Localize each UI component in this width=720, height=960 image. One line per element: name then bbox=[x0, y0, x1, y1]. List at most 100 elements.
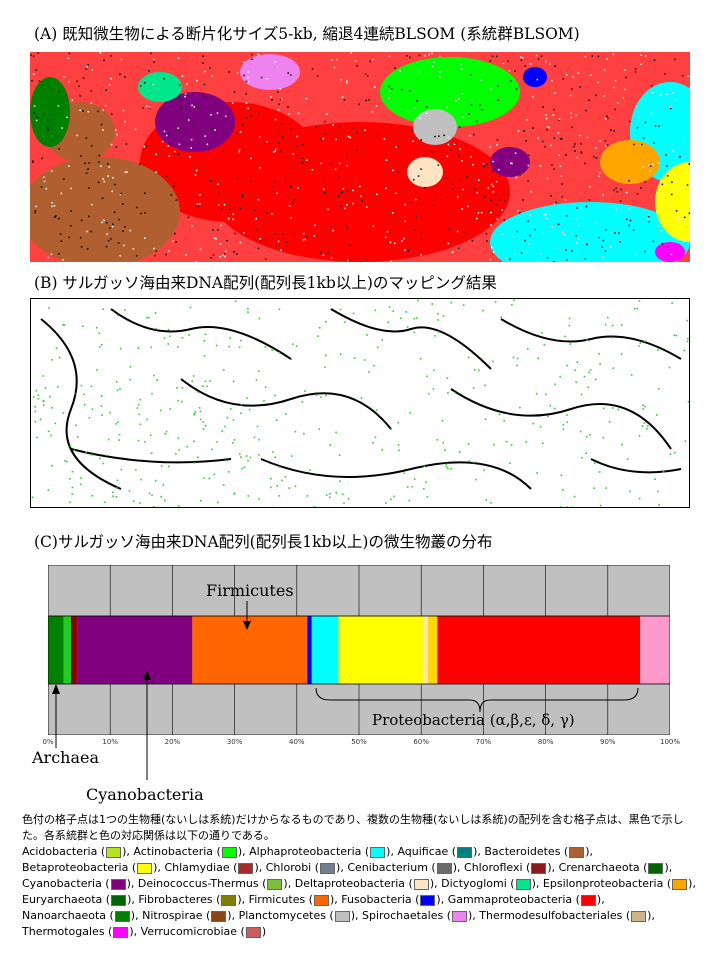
map-a-speckle bbox=[270, 186, 273, 188]
map-a-speckle bbox=[293, 198, 296, 201]
map-b-speckle bbox=[385, 502, 387, 504]
map-a-speckle bbox=[242, 148, 245, 151]
legend-entry-name: Fibrobacteres ( bbox=[138, 893, 221, 906]
map-a-speckle bbox=[154, 254, 156, 257]
map-a-speckle bbox=[58, 253, 60, 255]
legend-entry: Dictyoglomi (), bbox=[441, 877, 543, 890]
legend-entry-name: Fusobacteria ( bbox=[341, 893, 420, 906]
map-b-speckle bbox=[116, 487, 118, 489]
map-b-speckle bbox=[612, 407, 614, 409]
map-b-speckle bbox=[342, 493, 344, 496]
map-b-speckle bbox=[258, 498, 260, 500]
map-b-speckle bbox=[264, 386, 267, 388]
map-a-speckle bbox=[339, 126, 341, 128]
map-a-speckle bbox=[187, 216, 190, 218]
map-a-speckle bbox=[635, 105, 637, 107]
map-a-speckle bbox=[488, 210, 490, 212]
map-a-speckle bbox=[47, 129, 49, 131]
map-a-speckle bbox=[396, 171, 399, 173]
map-a-speckle bbox=[622, 97, 625, 99]
legend-entry-name: Spirochaetales ( bbox=[362, 909, 451, 922]
map-a-speckle bbox=[215, 237, 217, 240]
map-b-speckle bbox=[633, 308, 636, 310]
map-a-speckle bbox=[88, 187, 90, 189]
map-a-speckle bbox=[365, 99, 367, 102]
map-a-speckle bbox=[545, 114, 547, 116]
map-b-speckle bbox=[132, 500, 135, 502]
map-a-speckle bbox=[236, 132, 238, 134]
map-a-speckle bbox=[330, 257, 333, 259]
map-b-speckle bbox=[42, 404, 45, 407]
map-b-speckle bbox=[199, 410, 202, 413]
map-b-speckle bbox=[493, 443, 495, 446]
map-a-speckle bbox=[483, 165, 486, 168]
map-a-speckle bbox=[57, 105, 60, 107]
legend-entry: Chlamydiae (), bbox=[164, 861, 266, 874]
map-b-speckle bbox=[169, 408, 171, 410]
map-b-speckle bbox=[169, 335, 171, 337]
map-b-speckle bbox=[390, 498, 392, 501]
map-a-speckle bbox=[251, 58, 253, 60]
map-a-speckle bbox=[274, 61, 277, 63]
map-a-speckle bbox=[258, 112, 260, 114]
map-b-speckle bbox=[69, 478, 71, 480]
map-a-speckle bbox=[619, 241, 621, 243]
map-a-speckle bbox=[446, 106, 448, 109]
map-a-speckle bbox=[116, 133, 118, 136]
map-a-speckle bbox=[579, 86, 582, 88]
map-a-speckle bbox=[585, 109, 587, 112]
map-a-speckle bbox=[558, 118, 561, 120]
map-a-speckle bbox=[613, 86, 615, 89]
map-b-speckle bbox=[598, 471, 601, 473]
map-a-speckle bbox=[541, 140, 544, 143]
map-a-speckle bbox=[389, 231, 391, 234]
map-a-speckle bbox=[638, 116, 640, 119]
map-b-speckle bbox=[636, 307, 638, 310]
map-a-speckle bbox=[539, 165, 542, 167]
map-b-speckle bbox=[388, 306, 391, 308]
map-a-speckle bbox=[565, 249, 567, 251]
map-b-speckle bbox=[373, 364, 375, 367]
map-a-speckle bbox=[606, 115, 608, 117]
map-a-speckle bbox=[546, 177, 549, 180]
map-b-speckle bbox=[51, 465, 53, 467]
map-a-speckle bbox=[167, 133, 170, 135]
map-b-speckle bbox=[233, 439, 236, 441]
map-b-speckle bbox=[138, 413, 140, 416]
map-b-speckle bbox=[571, 506, 574, 508]
map-a-speckle bbox=[447, 242, 450, 245]
map-a-speckle bbox=[428, 53, 430, 56]
map-b-speckle bbox=[146, 316, 148, 319]
map-a-speckle bbox=[417, 169, 420, 171]
map-a-speckle bbox=[191, 124, 193, 126]
map-a-speckle bbox=[434, 135, 436, 138]
map-b-speckle bbox=[372, 441, 374, 444]
map-a-speckle bbox=[675, 156, 677, 159]
map-a-speckle bbox=[615, 207, 617, 210]
map-a-speckle bbox=[285, 241, 288, 243]
map-b-speckle bbox=[324, 366, 326, 369]
map-a-speckle bbox=[368, 99, 370, 101]
map-b-speckle bbox=[154, 312, 157, 314]
map-a-speckle bbox=[345, 80, 348, 82]
map-a-speckle bbox=[163, 77, 165, 80]
map-a-speckle bbox=[293, 232, 295, 234]
map-a-speckle bbox=[181, 75, 184, 77]
map-b-speckle bbox=[657, 490, 659, 493]
map-a-speckle bbox=[274, 118, 277, 121]
legend-entry: Fusobacteria (), bbox=[341, 893, 448, 906]
map-a-speckle bbox=[346, 165, 348, 167]
map-a-speckle bbox=[110, 55, 112, 57]
legend-entry: Nitrospirae (), bbox=[142, 909, 239, 922]
map-a-speckle bbox=[102, 129, 104, 131]
map-a-region bbox=[380, 57, 520, 127]
map-b-speckle bbox=[325, 354, 327, 357]
map-a-speckle bbox=[376, 134, 379, 136]
map-a-speckle bbox=[316, 75, 319, 77]
map-b-speckle bbox=[294, 485, 297, 488]
map-a-speckle bbox=[199, 203, 201, 205]
map-b-speckle bbox=[202, 421, 205, 423]
map-b-speckle bbox=[33, 396, 35, 398]
map-b-speckle bbox=[437, 331, 440, 333]
map-b-speckle bbox=[442, 441, 444, 444]
